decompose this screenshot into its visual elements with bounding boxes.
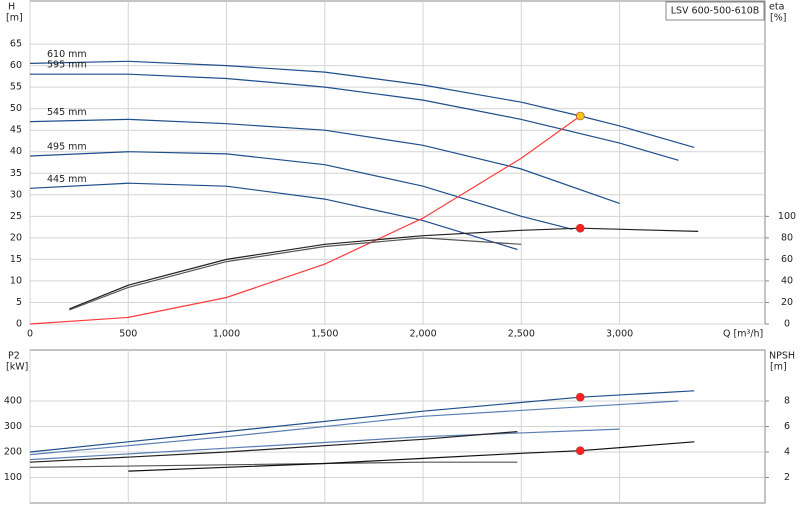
x-axis-label: Q [m³/h] xyxy=(723,329,763,340)
y-tick-label: 35 xyxy=(10,168,22,179)
curve xyxy=(29,118,620,204)
curve-label: 610 mm xyxy=(47,49,87,60)
operating-point xyxy=(575,446,585,456)
curve xyxy=(29,151,573,230)
y2-tick-label: 20 xyxy=(781,297,793,308)
curve-label: 445 mm xyxy=(47,174,87,185)
y2-tick-label: 40 xyxy=(781,275,793,286)
curve xyxy=(29,390,695,453)
y-tick-label: 100 xyxy=(4,472,22,483)
y-tick-label: 10 xyxy=(10,275,22,286)
curve-label: 545 mm xyxy=(47,107,87,118)
y-tick-label: 55 xyxy=(10,82,22,93)
curve xyxy=(29,182,518,251)
curve xyxy=(30,73,679,161)
y-tick-label: 60 xyxy=(10,60,22,71)
y2-tick-label: 4 xyxy=(784,447,790,458)
x-tick-label: 0 xyxy=(27,329,33,340)
operating-point xyxy=(575,111,585,121)
y-tick-label: 50 xyxy=(10,103,22,114)
operating-point xyxy=(575,223,585,233)
y2-axis-label: NPSH xyxy=(769,351,795,362)
y-tick-label: 300 xyxy=(4,421,22,432)
y-axis-label: H xyxy=(8,2,15,13)
y2-tick-label: 0 xyxy=(784,319,790,330)
y-tick-label: 0 xyxy=(16,319,22,330)
curve xyxy=(29,431,518,463)
y-axis-label: P2 xyxy=(8,351,20,362)
y-tick-label: 5 xyxy=(16,297,22,308)
y2-tick-label: 8 xyxy=(784,396,790,407)
y-tick-label: 15 xyxy=(10,254,22,265)
y-tick-label: 20 xyxy=(10,232,22,243)
chart-title: LSV 600-500-610B xyxy=(671,6,760,17)
y2-tick-label: 60 xyxy=(781,254,793,265)
x-tick-label: 3,000 xyxy=(606,329,633,340)
y2-tick-label: 6 xyxy=(784,421,790,432)
curve xyxy=(69,227,699,310)
y-axis-unit: [kW] xyxy=(6,362,28,373)
curve xyxy=(29,428,620,461)
operating-point xyxy=(575,392,585,402)
y-tick-label: 45 xyxy=(10,125,22,136)
x-tick-label: 2,500 xyxy=(508,329,535,340)
curve-label: 495 mm xyxy=(47,142,87,153)
y-tick-label: 65 xyxy=(10,39,22,50)
y-tick-label: 400 xyxy=(4,396,22,407)
y2-tick-label: 2 xyxy=(784,472,790,483)
y2-axis-unit: [%] xyxy=(770,13,786,24)
curve-label: 595 mm xyxy=(47,60,87,71)
curve xyxy=(29,400,679,456)
y-axis-unit: [m] xyxy=(6,13,23,24)
y2-axis-label: eta xyxy=(769,2,784,13)
y-tick-label: 40 xyxy=(10,146,22,157)
x-tick-label: 2,000 xyxy=(409,329,436,340)
y-tick-label: 30 xyxy=(10,189,22,200)
y-tick-label: 200 xyxy=(4,447,22,458)
curve xyxy=(69,237,522,311)
x-tick-label: 1,000 xyxy=(213,329,240,340)
title-box xyxy=(665,1,765,21)
y2-tick-label: 80 xyxy=(781,232,793,243)
x-tick-label: 500 xyxy=(119,329,137,340)
curve xyxy=(29,115,581,325)
y-tick-label: 25 xyxy=(10,211,22,222)
curve xyxy=(29,60,695,148)
x-tick-label: 1,500 xyxy=(311,329,338,340)
y2-tick-label: 100 xyxy=(778,211,796,222)
y2-axis-unit: [m] xyxy=(770,362,787,373)
